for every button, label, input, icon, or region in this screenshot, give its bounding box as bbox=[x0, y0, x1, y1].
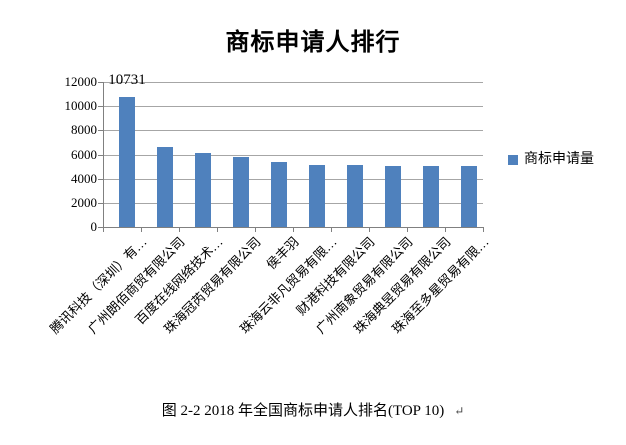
gridline-12000 bbox=[103, 82, 483, 83]
bar-value-label: 10731 bbox=[108, 72, 146, 89]
chart-legend: 商标申请量 bbox=[508, 152, 594, 168]
bar-2 bbox=[157, 146, 173, 227]
y-axis-tick-label: 12000 bbox=[64, 74, 98, 89]
bar-7 bbox=[347, 164, 363, 227]
bar-6 bbox=[309, 164, 325, 227]
y-axis-tick-label: 6000 bbox=[71, 146, 97, 162]
y-axis-tick-label: 2000 bbox=[71, 194, 97, 210]
y-axis-tick-mark bbox=[98, 178, 103, 180]
y-axis-tick-mark bbox=[98, 106, 103, 108]
y-axis-tick-mark bbox=[98, 154, 103, 156]
x-axis-tick-mark bbox=[179, 227, 180, 232]
bar-5 bbox=[271, 161, 287, 227]
bar-10 bbox=[461, 165, 477, 227]
bar-4 bbox=[233, 157, 249, 227]
x-axis-tick-mark bbox=[369, 227, 370, 232]
x-axis-tick-mark bbox=[103, 227, 104, 232]
x-axis-tick-mark bbox=[445, 227, 446, 232]
y-axis-tick-mark bbox=[98, 130, 103, 132]
x-axis-tick-mark bbox=[217, 227, 218, 232]
gridline-4000 bbox=[103, 178, 483, 180]
gridline-10000 bbox=[103, 106, 483, 108]
y-axis-tick-mark bbox=[98, 227, 103, 228]
x-axis-tick-mark bbox=[407, 227, 408, 232]
figure-caption: 图 2-2 2018 年全国商标申请人排名(TOP 10) ↵ bbox=[0, 399, 626, 420]
y-axis-line bbox=[103, 82, 104, 232]
chart-title: 商标申请人排行 bbox=[225, 30, 401, 56]
bar-9 bbox=[423, 165, 439, 227]
gridline-6000 bbox=[103, 154, 483, 156]
y-axis-tick-mark bbox=[98, 202, 103, 204]
figure-caption-text: 图 2-2 2018 年全国商标申请人排名(TOP 10) bbox=[161, 403, 445, 419]
x-axis-tick-mark bbox=[255, 227, 256, 232]
y-axis-tick-mark bbox=[98, 82, 103, 83]
legend-color-swatch bbox=[508, 155, 518, 165]
paragraph-return-mark: ↵ bbox=[454, 404, 465, 418]
x-axis-tick-mark bbox=[331, 227, 332, 232]
gridline-2000 bbox=[103, 202, 483, 204]
y-axis-tick-label: 10000 bbox=[64, 98, 98, 114]
bar-8 bbox=[385, 165, 401, 227]
x-axis-tick-mark bbox=[483, 227, 484, 232]
bar-3 bbox=[195, 153, 211, 227]
x-axis-tick-mark bbox=[293, 227, 294, 232]
y-axis-tick-label: 8000 bbox=[71, 122, 97, 138]
x-axis-tick-mark bbox=[141, 227, 142, 232]
gridline-8000 bbox=[103, 130, 483, 132]
bar-1 bbox=[119, 97, 135, 227]
y-axis-tick-label: 0 bbox=[90, 219, 98, 234]
y-axis-tick-label: 4000 bbox=[71, 170, 97, 186]
legend-series-label: 商标申请量 bbox=[524, 152, 594, 167]
